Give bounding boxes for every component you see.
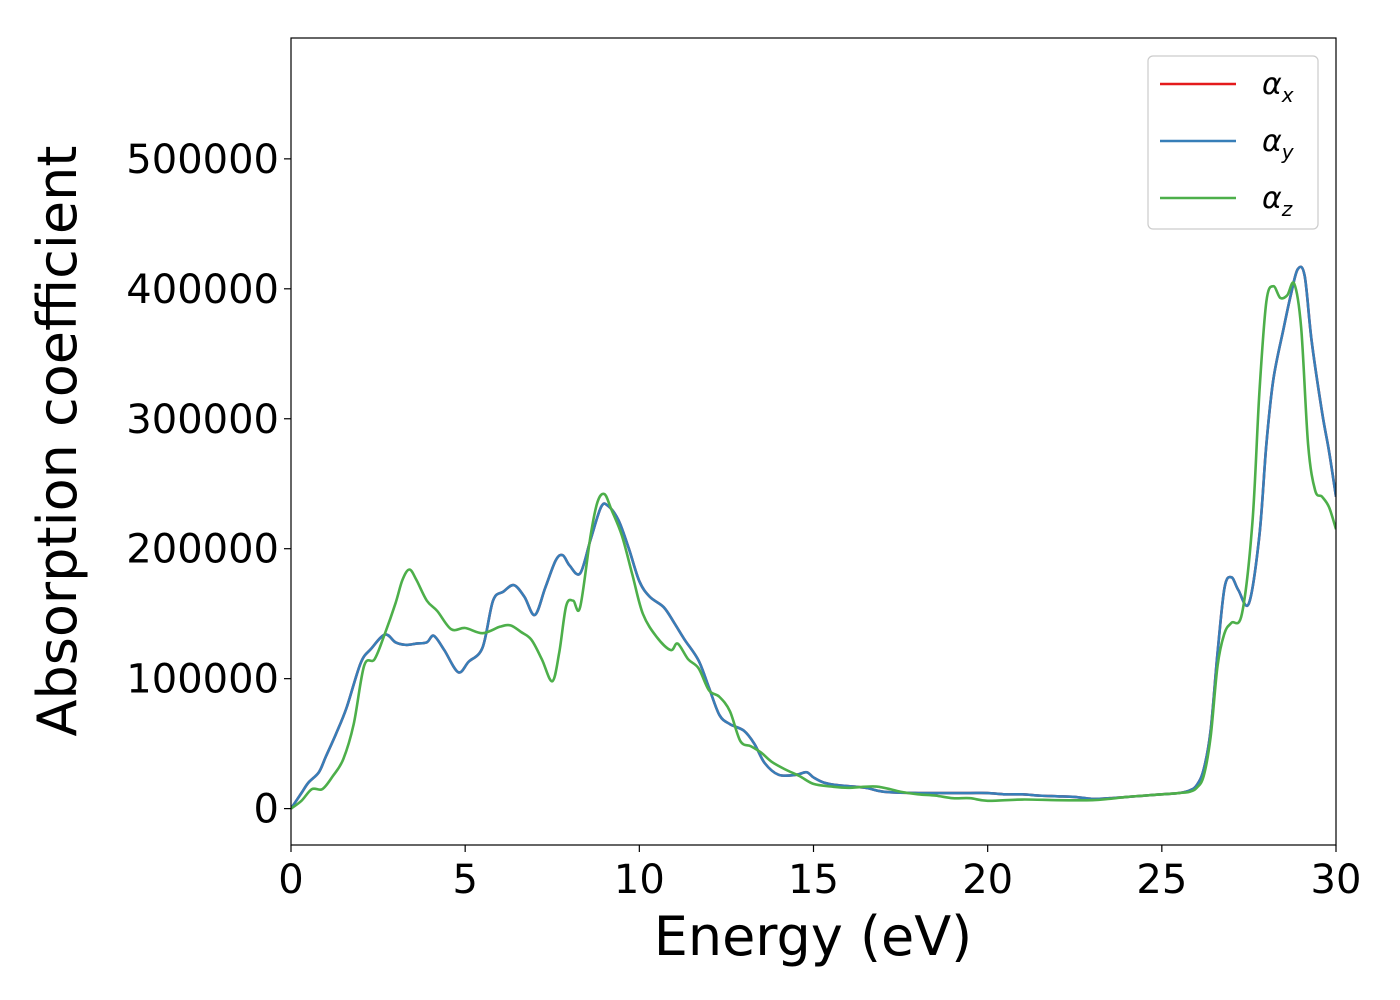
y-tick-label: 400000 bbox=[126, 267, 279, 313]
series-layer bbox=[291, 265, 1336, 810]
x-tick-label: 5 bbox=[452, 857, 477, 903]
legend-label-main: α bbox=[1262, 124, 1282, 159]
x-axis-title: Energy (eV) bbox=[654, 905, 973, 968]
legend-label-z: αz bbox=[1262, 181, 1293, 221]
legend-label-x: αx bbox=[1262, 67, 1294, 107]
series-line-y bbox=[291, 265, 1336, 810]
y-tick-label: 500000 bbox=[126, 137, 279, 183]
legend-box bbox=[1147, 55, 1319, 230]
x-tick-label: 25 bbox=[1136, 857, 1187, 903]
x-tick-label: 20 bbox=[962, 857, 1013, 903]
y-axis-title: Absorption coefficient bbox=[26, 146, 89, 737]
x-axis-ticks: 0 5 10 15 20 25 30 bbox=[278, 845, 1361, 903]
legend-label-sub: x bbox=[1281, 83, 1294, 107]
x-tick-label: 15 bbox=[788, 857, 839, 903]
legend-label-y: αy bbox=[1262, 124, 1295, 164]
series-line-z bbox=[291, 281, 1336, 810]
x-tick-label: 30 bbox=[1311, 857, 1362, 903]
legend-label-sub: y bbox=[1281, 140, 1295, 164]
y-tick-label: 0 bbox=[254, 787, 279, 833]
y-tick-label: 200000 bbox=[126, 527, 279, 573]
x-tick-label: 10 bbox=[614, 857, 665, 903]
y-axis-ticks: 0 100000 200000 300000 400000 500000 bbox=[126, 137, 291, 833]
legend-label-sub: z bbox=[1281, 197, 1293, 221]
legend-label-main: α bbox=[1262, 67, 1282, 102]
x-tick-label: 0 bbox=[278, 857, 303, 903]
y-tick-label: 300000 bbox=[126, 397, 279, 443]
y-tick-label: 100000 bbox=[126, 657, 279, 703]
series-line-x bbox=[291, 265, 1336, 810]
legend-label-main: α bbox=[1262, 181, 1282, 216]
